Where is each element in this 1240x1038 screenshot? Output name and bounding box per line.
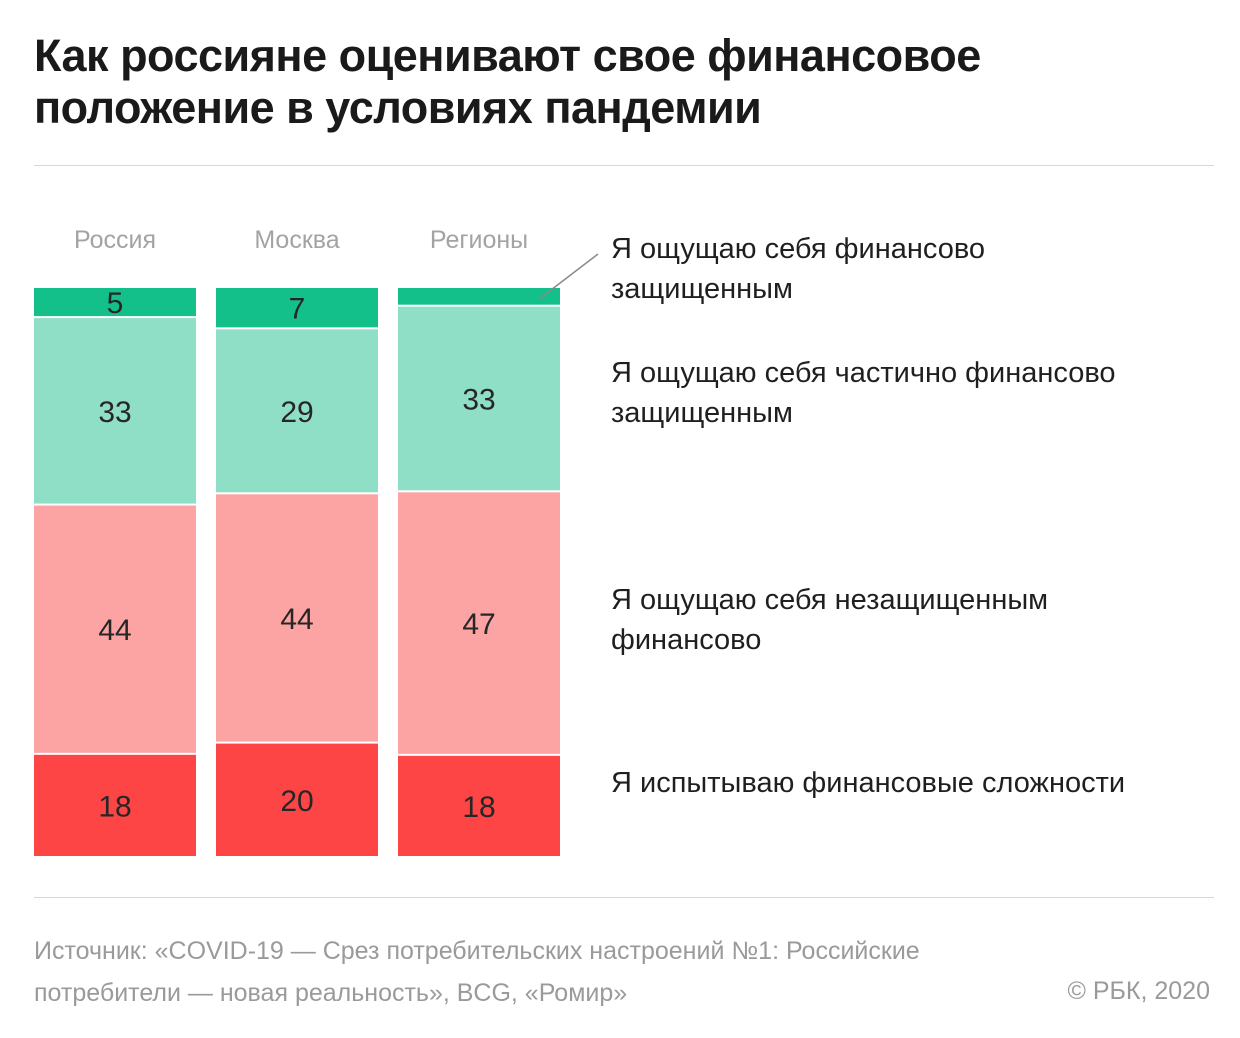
data-label-protected-1: 7 — [289, 293, 306, 326]
top-divider — [34, 165, 1214, 166]
data-label-protected-0: 5 — [107, 287, 124, 320]
bar-segment-protected-1 — [216, 288, 378, 328]
data-label-partially-protected-2: 33 — [462, 384, 495, 417]
data-label-unprotected-0: 44 — [98, 614, 131, 647]
legend-item-difficulties: Я испытываю финансовые сложности — [611, 767, 1126, 799]
bar-segment-difficulties-2 — [398, 755, 560, 856]
bar-segment-partially-protected-0 — [34, 318, 196, 504]
data-label-difficulties-2: 18 — [462, 791, 495, 824]
bar-segment-difficulties-0 — [34, 754, 196, 856]
bar-segment-protected-2 — [398, 288, 560, 305]
legend-item-protected: Я ощущаю себя финансово защищенным — [611, 233, 986, 305]
bar-segment-unprotected-2 — [398, 492, 560, 754]
category-label-2: Регионы — [430, 226, 528, 254]
category-label-0: Россия — [74, 226, 156, 254]
bar-segment-difficulties-1 — [216, 743, 378, 856]
bar-segment-unprotected-1 — [216, 494, 378, 742]
data-label-partially-protected-0: 33 — [98, 396, 131, 429]
legend-item-unprotected: Я ощущаю себя незащищенным финансово — [611, 584, 1049, 656]
category-label-1: Москва — [254, 226, 339, 254]
bar-segment-unprotected-0 — [34, 505, 196, 753]
data-label-unprotected-2: 47 — [462, 608, 495, 641]
chart-title: Как россияне оценивают свое финансовое п… — [34, 30, 981, 133]
data-label-unprotected-1: 44 — [280, 603, 313, 636]
copyright: © РБК, 2020 — [1067, 977, 1210, 1005]
legend-item-partially-protected: Я ощущаю себя частично финансово защищен… — [611, 357, 1116, 429]
data-label-difficulties-1: 20 — [280, 785, 313, 818]
bar-segment-partially-protected-2 — [398, 306, 560, 491]
data-label-partially-protected-1: 29 — [280, 396, 313, 429]
bar-segment-partially-protected-1 — [216, 329, 378, 493]
bottom-divider — [34, 897, 1214, 898]
bar-segment-protected-0 — [34, 288, 196, 317]
data-label-difficulties-0: 18 — [98, 790, 131, 823]
source-note: Источник: «COVID-19 — Срез потребительск… — [34, 937, 920, 1007]
leader-line — [539, 253, 599, 299]
